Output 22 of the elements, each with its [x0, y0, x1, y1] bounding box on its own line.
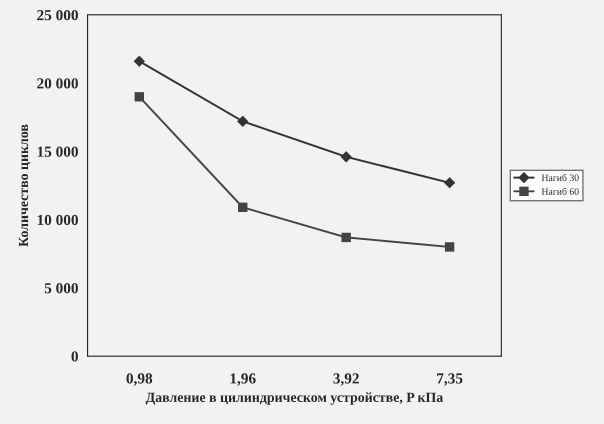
- x-tick-label: 1,96: [230, 373, 256, 386]
- point: [238, 202, 248, 212]
- y-tick-label: 5 000: [44, 283, 78, 294]
- legend-label: Нагиб 60: [542, 188, 579, 195]
- x-tick-label: 0,98: [126, 373, 152, 386]
- x-tick-label: 3,92: [333, 373, 359, 386]
- x-tick-label: 7,35: [437, 373, 462, 386]
- point: [444, 177, 456, 188]
- y-tick-label: 15 000: [38, 146, 78, 157]
- point: [134, 92, 144, 102]
- point: [341, 232, 351, 242]
- point: [340, 151, 352, 162]
- y-tick-label: 20 000: [37, 78, 78, 89]
- y-tick-label: 25 000: [37, 10, 78, 20]
- y-tick-label: 0: [71, 351, 78, 362]
- legend-label: Нагиб 30: [542, 174, 579, 182]
- y-axis-title: Количество циклов: [18, 124, 30, 247]
- point: [237, 116, 248, 127]
- point: [444, 242, 454, 252]
- x-axis-title: Давление в цилиндрическом устройстве, P кПа: [146, 392, 444, 405]
- y-tick-label: 10 000: [38, 214, 78, 226]
- point: [134, 56, 145, 67]
